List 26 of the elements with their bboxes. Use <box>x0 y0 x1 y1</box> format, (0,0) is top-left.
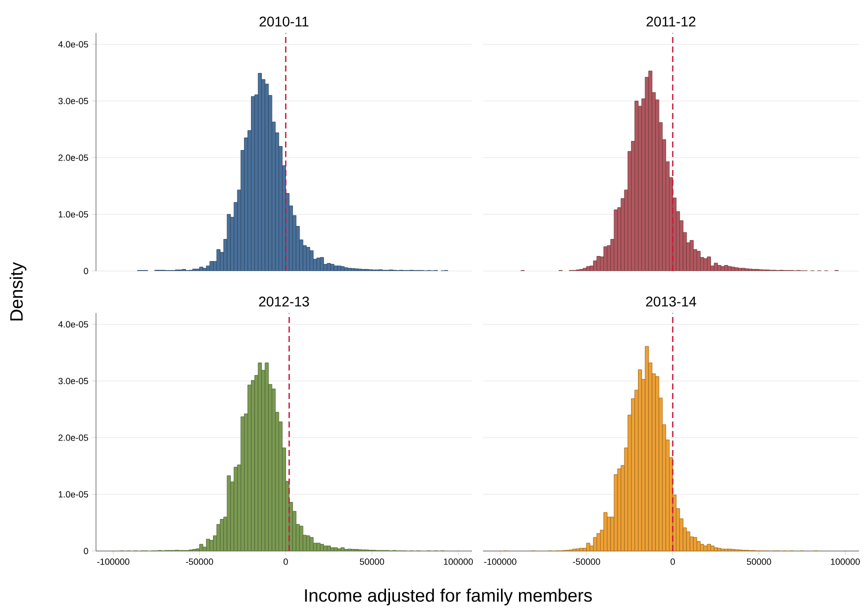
chart-title: 2013-14 <box>646 296 696 307</box>
y-axis-title: Density <box>10 262 26 320</box>
y-tick-label: 0 <box>84 548 88 554</box>
y-tick-label: 1.0e-05 <box>58 211 88 218</box>
y-tick-label: 1.0e-05 <box>58 491 88 498</box>
x-tick-label: 0 <box>670 558 675 565</box>
x-tick-label: -50000 <box>186 558 214 565</box>
x-tick-label: 100000 <box>830 558 860 565</box>
x-axis-title: Income adjusted for family members <box>305 588 592 606</box>
chart-title: 2010-11 <box>260 16 308 26</box>
x-tick-label: 50000 <box>360 558 384 565</box>
x-tick-label: -100000 <box>484 558 516 565</box>
y-tick-label: 3.0e-05 <box>58 98 88 104</box>
x-tick-label: 100000 <box>444 558 473 565</box>
x-tick-label: 0 <box>284 558 288 565</box>
y-tick-label: 4.0e-05 <box>58 41 88 48</box>
chart-title: 2011-12 <box>646 16 696 26</box>
y-tick-label: 4.0e-05 <box>58 321 88 328</box>
y-tick-label: 0 <box>84 268 88 274</box>
y-tick-label: 2.0e-05 <box>58 154 88 161</box>
x-tick-label: -50000 <box>572 558 600 565</box>
y-tick-label: 3.0e-05 <box>58 378 88 384</box>
x-tick-label: -100000 <box>97 558 130 565</box>
chart-title: 2012-13 <box>259 296 309 307</box>
y-tick-label: 2.0e-05 <box>58 434 88 441</box>
x-tick-label: 50000 <box>746 558 772 565</box>
